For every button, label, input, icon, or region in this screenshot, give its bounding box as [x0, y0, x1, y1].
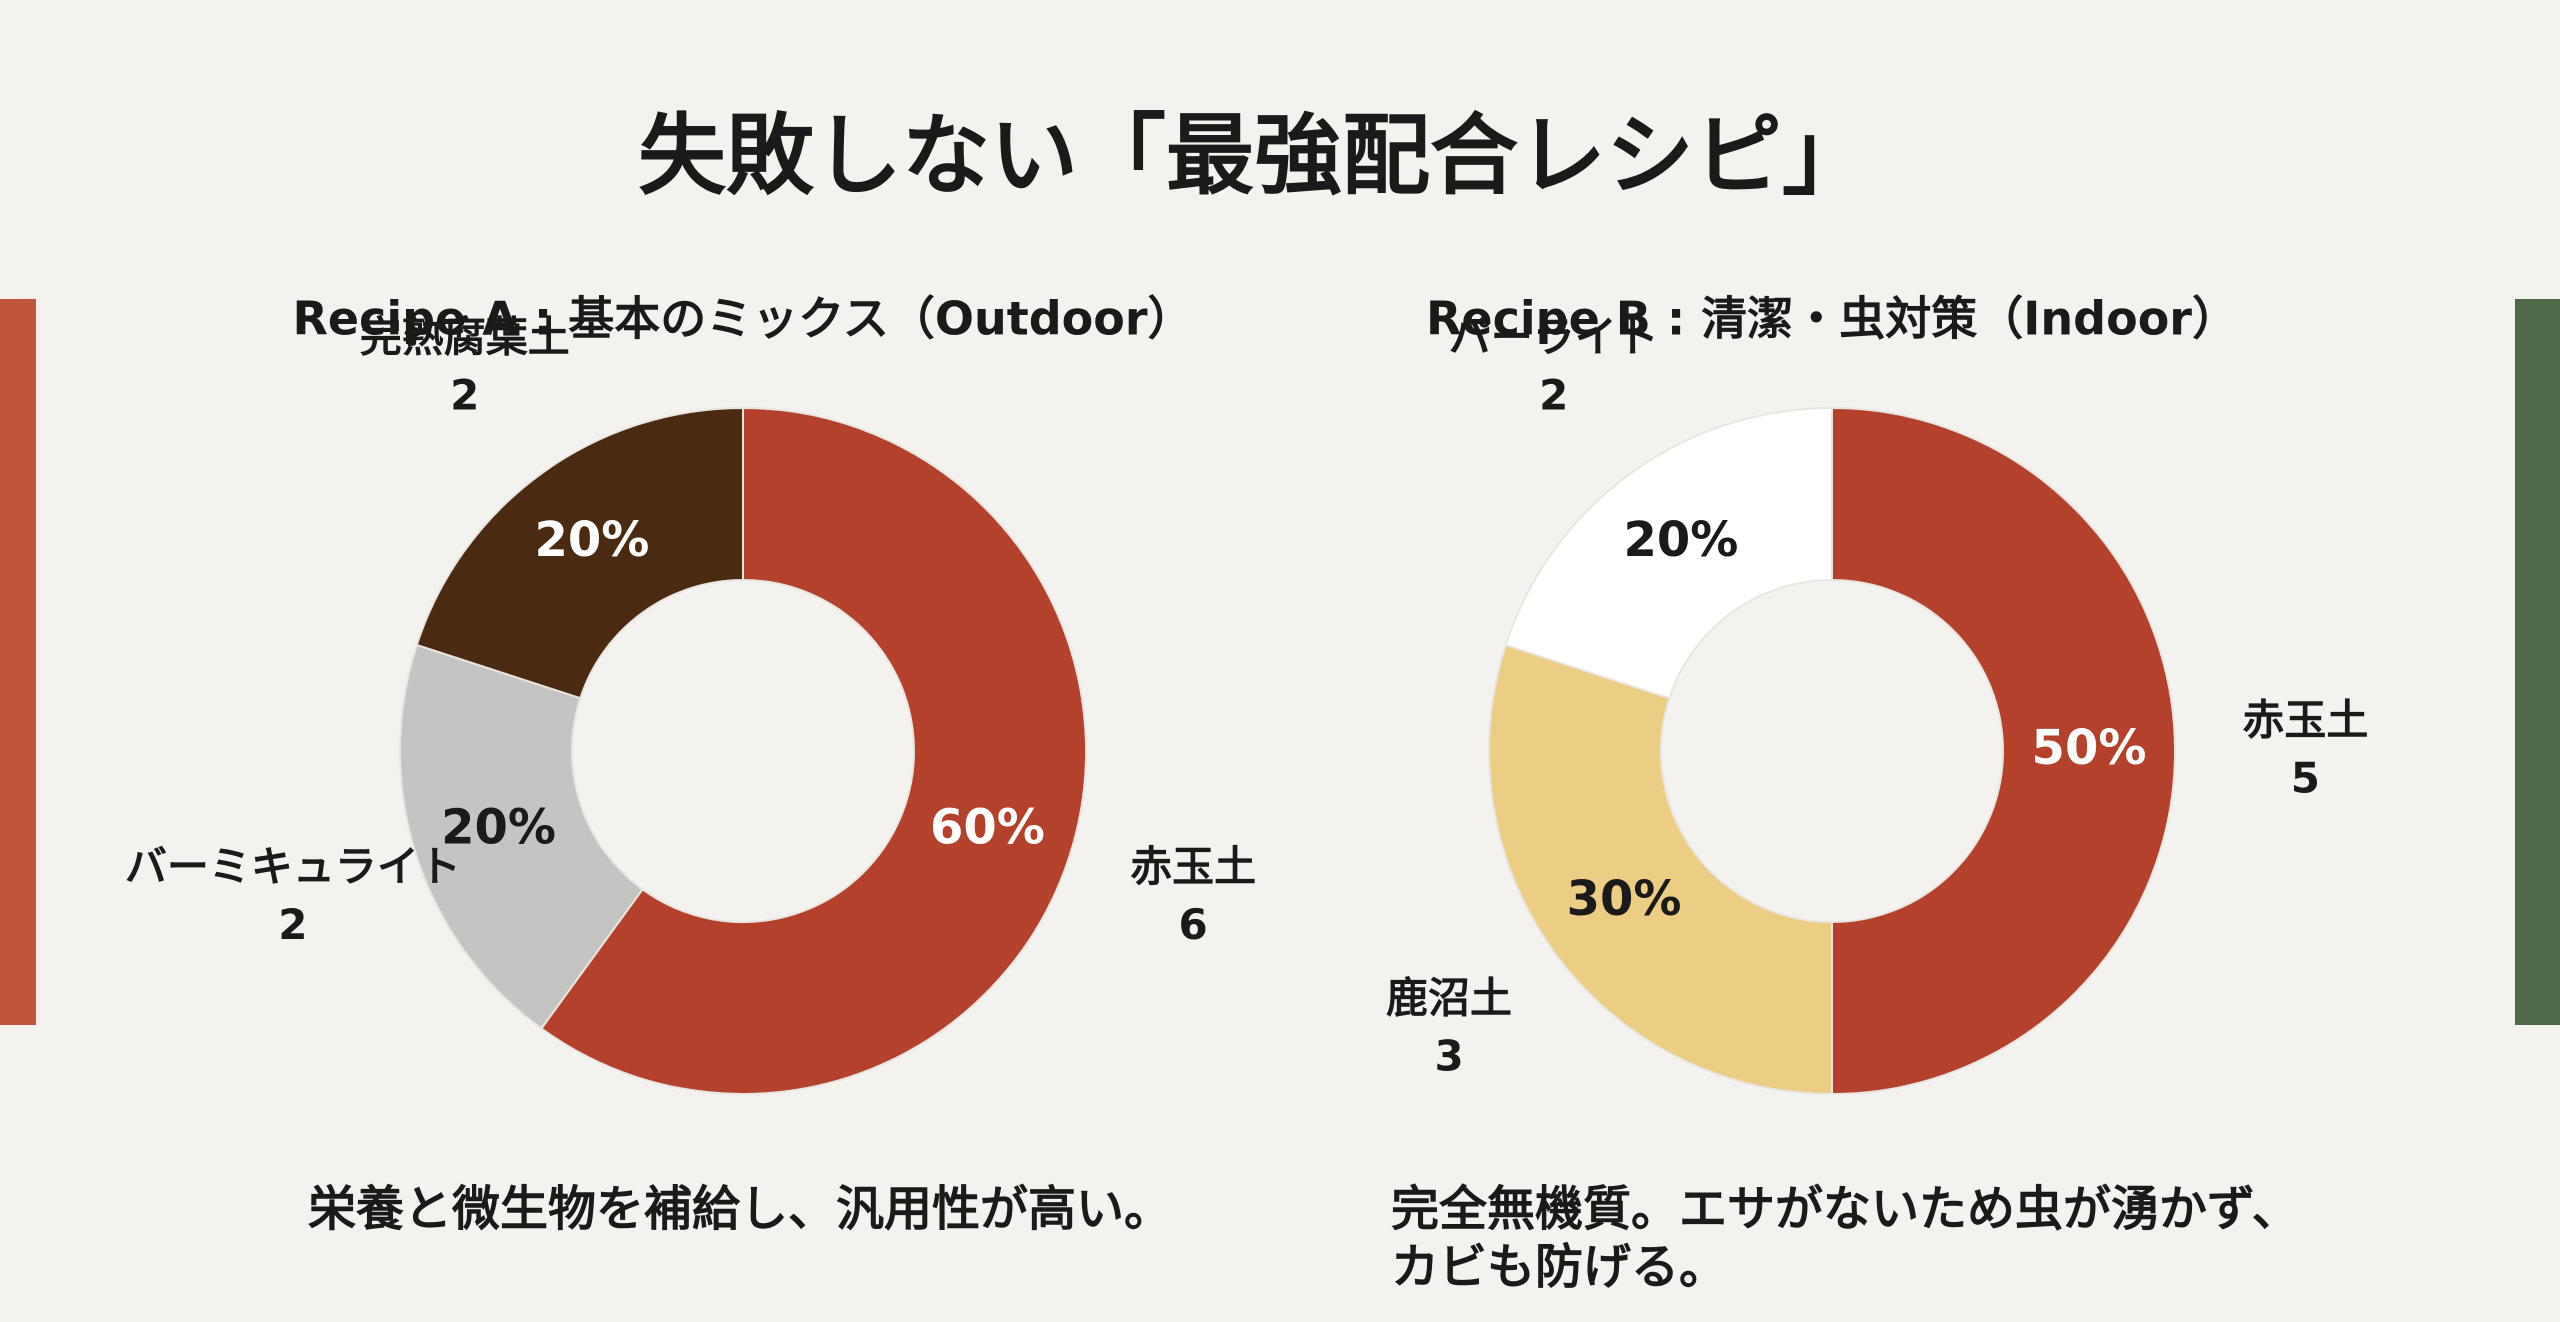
side-bar	[2515, 299, 2560, 1025]
category-label: 完熟腐葉土	[360, 313, 570, 362]
value-label: 60%	[930, 799, 1045, 855]
category-value: 2	[278, 900, 307, 949]
category-value: 2	[450, 371, 479, 420]
value-label: 20%	[534, 512, 649, 568]
side-bar	[0, 299, 36, 1025]
value-label: 20%	[1623, 512, 1738, 568]
category-label: パーライト	[1449, 313, 1659, 362]
caption: 栄養と微生物を補給し、汎用性が高い。	[307, 1181, 1172, 1237]
donut-segment	[1504, 406, 1833, 700]
value-label: 50%	[2032, 720, 2147, 776]
category-value: 3	[1434, 1032, 1463, 1081]
chart-title: Recipe B : 清潔・虫対策（Indoor）	[1426, 292, 2238, 346]
value-label: 20%	[441, 799, 556, 855]
donut-segment	[1831, 406, 2176, 1096]
category-value: 6	[1179, 900, 1208, 949]
chart-title: Recipe A : 基本のミックス（Outdoor）	[292, 292, 1193, 346]
donut-segment	[415, 406, 744, 700]
category-label: 赤玉土	[1130, 842, 1256, 891]
category-label: バーミキュライト	[125, 842, 461, 891]
donut-segment	[399, 643, 644, 1030]
category-label: 鹿沼土	[1386, 974, 1512, 1023]
page-title: 失敗しない「最強配合レシピ」	[638, 103, 1870, 207]
value-label: 30%	[1567, 871, 1682, 927]
category-value: 2	[1539, 371, 1568, 420]
category-label: 赤玉土	[2242, 696, 2368, 745]
donut-segment	[539, 406, 1088, 1095]
donut-segment	[1488, 643, 1833, 1096]
caption: 完全無機質。エサがないため虫が湧かず、カビも防げる。	[1391, 1181, 2300, 1295]
category-value: 5	[2291, 754, 2320, 803]
